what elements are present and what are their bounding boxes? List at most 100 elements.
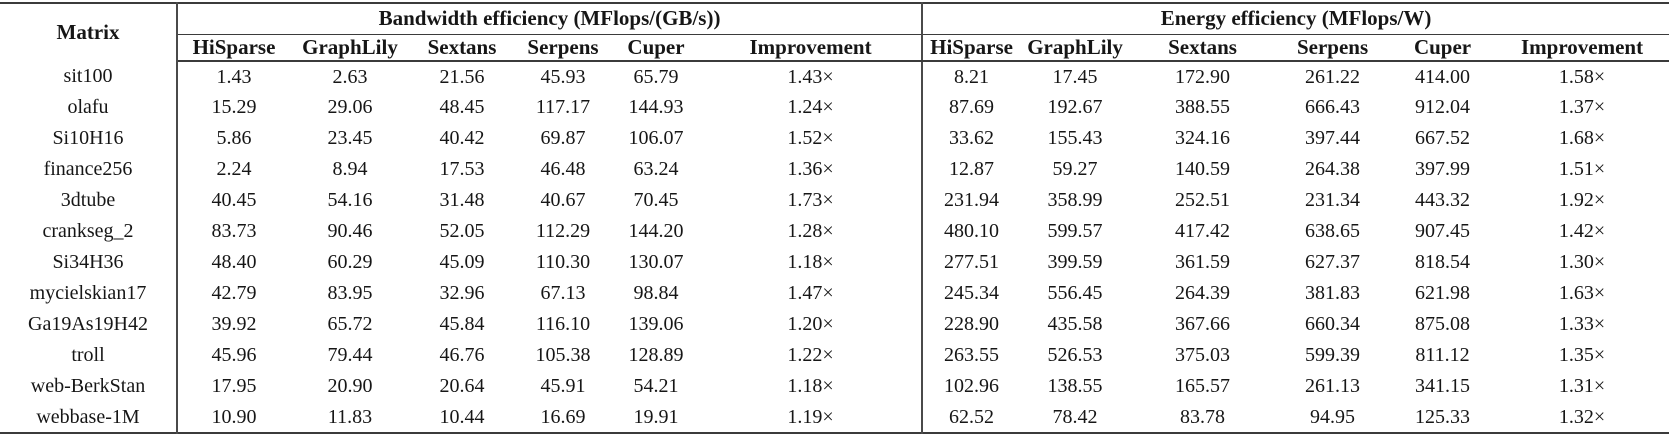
matrix-name-cell: 3dtube [0, 185, 178, 216]
bandwidth-value-cell: 83.95 [327, 282, 373, 304]
energy-value-cell: 1.35× [1558, 344, 1606, 366]
energy-value-cell: 138.55 [1047, 375, 1103, 397]
energy-value-cell: 1.63× [1558, 282, 1606, 304]
table-row: olafu 15.29 29.06 48.45 117.17 144.93 1.24× 87.… [0, 92, 1669, 123]
matrix-name-cell: Si10H16 [0, 123, 178, 154]
bandwidth-value-cell: 20.64 [439, 375, 485, 397]
energy-value-cell: 8.21 [921, 61, 1021, 92]
bandwidth-value-cell: 31.48 [439, 189, 485, 211]
energy-value-cell: 666.43 [1305, 96, 1361, 118]
energy-value-cell: 907.45 [1415, 220, 1471, 242]
matrix-name-cell: olafu [0, 92, 178, 123]
bandwidth-value-cell: 42.79 [211, 282, 257, 304]
energy-value-cell: 83.78 [1180, 405, 1226, 428]
bandwidth-value-cell: 1.24× [787, 96, 834, 118]
energy-value-cell: 399.59 [1047, 251, 1103, 273]
bandwidth-value-cell: 10.44 [439, 405, 485, 428]
bandwidth-value-cell: 79.44 [327, 344, 373, 366]
energy-value-cell: 228.90 [921, 309, 1021, 340]
bandwidth-value-cell: 144.20 [628, 220, 684, 242]
bandwidth-col-graphlily: GraphLily [290, 34, 410, 62]
matrix-name-cell: troll [0, 340, 178, 371]
energy-value-cell: 621.98 [1415, 282, 1471, 304]
energy-value-cell: 367.66 [1175, 313, 1231, 335]
energy-value-cell: 59.27 [1052, 158, 1098, 180]
energy-value-cell: 264.39 [1175, 282, 1231, 304]
table-row: Ga19As19H42 39.92 65.72 45.84 116.10 139.06 1.… [0, 309, 1669, 340]
matrix-name-cell: web-BerkStan [0, 371, 178, 402]
bandwidth-value-cell: 83.73 [211, 220, 257, 242]
column-header-row: HiSparse GraphLily Sextans Serpens Cuper… [0, 34, 1669, 62]
bandwidth-value-cell: 52.05 [439, 220, 485, 242]
bandwidth-value-cell: 1.36× [787, 158, 834, 180]
bandwidth-value-cell: 5.86 [216, 127, 252, 149]
bandwidth-value-cell: 48.40 [211, 251, 257, 273]
energy-value-cell: 397.99 [1415, 158, 1471, 180]
energy-col-hisparse: HiSparse [921, 34, 1021, 62]
table-row: 3dtube 40.45 54.16 31.48 40.67 70.45 1.73× 231.… [0, 185, 1669, 216]
bandwidth-value-cell: 15.29 [211, 96, 257, 118]
table-row: troll 45.96 79.44 46.76 105.38 128.89 1.22× 263… [0, 340, 1669, 371]
energy-value-cell: 435.58 [1047, 313, 1103, 335]
energy-value-cell: 480.10 [921, 216, 1021, 247]
bandwidth-value-cell: 21.56 [439, 65, 485, 88]
energy-value-cell: 1.58× [1558, 65, 1606, 88]
energy-value-cell: 263.55 [921, 340, 1021, 371]
energy-value-cell: 912.04 [1415, 96, 1471, 118]
energy-value-cell: 818.54 [1415, 251, 1471, 273]
energy-value-cell: 1.92× [1558, 189, 1606, 211]
energy-value-cell: 261.13 [1305, 375, 1361, 397]
bandwidth-value-cell: 54.21 [633, 375, 679, 397]
energy-col-improvement: Improvement [1495, 34, 1669, 62]
energy-value-cell: 1.51× [1558, 158, 1606, 180]
energy-value-cell: 155.43 [1047, 127, 1103, 149]
bandwidth-col-serpens: Serpens [514, 34, 612, 62]
bandwidth-value-cell: 98.84 [633, 282, 679, 304]
energy-col-graphlily: GraphLily [1020, 34, 1131, 62]
group-header-row: Matrix Bandwidth efficiency (MFlops/(GB/… [0, 3, 1669, 61]
energy-value-cell: 811.12 [1415, 344, 1470, 366]
efficiency-comparison-table: Matrix Bandwidth efficiency (MFlops/(GB/… [0, 2, 1669, 434]
table-header: Matrix Bandwidth efficiency (MFlops/(GB/… [0, 3, 1669, 62]
energy-value-cell: 261.22 [1305, 65, 1361, 88]
table-row: Si10H16 5.86 23.45 40.42 69.87 106.07 1.52× 33.… [0, 123, 1669, 154]
energy-value-cell: 875.08 [1415, 313, 1471, 335]
energy-value-cell: 361.59 [1175, 251, 1231, 273]
energy-value-cell: 397.44 [1305, 127, 1361, 149]
bandwidth-value-cell: 1.47× [787, 282, 834, 304]
bandwidth-value-cell: 67.13 [540, 282, 586, 304]
energy-value-cell: 660.34 [1305, 313, 1361, 335]
energy-value-cell: 1.32× [1558, 405, 1606, 428]
bandwidth-value-cell: 45.93 [540, 65, 586, 88]
bandwidth-value-cell: 117.17 [535, 96, 591, 118]
energy-value-cell: 638.65 [1305, 220, 1361, 242]
energy-value-cell: 1.30× [1558, 251, 1606, 273]
energy-value-cell: 245.34 [921, 278, 1021, 309]
bandwidth-value-cell: 106.07 [628, 127, 684, 149]
bandwidth-value-cell: 54.16 [327, 189, 373, 211]
energy-value-cell: 417.42 [1175, 220, 1231, 242]
bandwidth-value-cell: 46.48 [540, 158, 586, 180]
bandwidth-value-cell: 17.95 [211, 375, 257, 397]
bandwidth-value-cell: 32.96 [439, 282, 485, 304]
bandwidth-value-cell: 2.63 [332, 65, 368, 88]
bandwidth-value-cell: 40.42 [439, 127, 485, 149]
bandwidth-value-cell: 29.06 [327, 96, 373, 118]
energy-value-cell: 375.03 [1175, 344, 1231, 366]
bandwidth-col-cuper: Cuper [612, 34, 700, 62]
bandwidth-value-cell: 116.10 [535, 313, 591, 335]
energy-value-cell: 443.32 [1415, 189, 1471, 211]
bandwidth-value-cell: 69.87 [540, 127, 586, 149]
bandwidth-value-cell: 10.90 [211, 405, 257, 428]
energy-value-cell: 627.37 [1305, 251, 1361, 273]
energy-value-cell: 252.51 [1175, 189, 1231, 211]
energy-value-cell: 381.83 [1305, 282, 1361, 304]
table-row: sit100 1.43 2.63 21.56 45.93 65.79 1.43× 8.21 17… [0, 61, 1669, 92]
bandwidth-value-cell: 39.92 [211, 313, 257, 335]
bandwidth-value-cell: 90.46 [327, 220, 373, 242]
bandwidth-value-cell: 45.91 [540, 375, 586, 397]
bandwidth-value-cell: 63.24 [633, 158, 679, 180]
bandwidth-value-cell: 1.43 [216, 65, 252, 88]
bandwidth-value-cell: 105.38 [535, 344, 591, 366]
energy-value-cell: 12.87 [921, 154, 1021, 185]
